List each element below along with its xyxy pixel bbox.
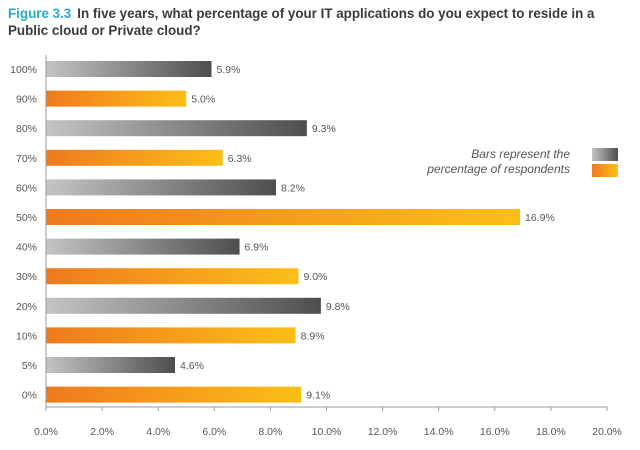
x-tick-label: 14.0% (424, 426, 454, 438)
value-label: 5.0% (191, 94, 215, 106)
value-label: 8.2% (281, 182, 305, 194)
bar (46, 61, 212, 77)
category-label: 70% (16, 153, 37, 165)
value-label: 8.9% (301, 330, 325, 342)
legend-orange-swatch (592, 164, 618, 177)
bar (46, 357, 176, 373)
bar (46, 179, 277, 196)
category-label: 5% (22, 360, 37, 372)
category-label: 10% (16, 330, 37, 342)
x-tick-label: 0.0% (34, 426, 58, 438)
x-tick-label: 4.0% (146, 426, 170, 438)
legend-text: Bars represent the percentage of respond… (370, 147, 570, 177)
x-tick-label: 16.0% (480, 426, 510, 438)
value-label: 9.3% (312, 123, 336, 135)
x-tick-label: 2.0% (90, 426, 114, 438)
x-tick-label: 20.0% (592, 426, 622, 438)
x-tick-label: 12.0% (368, 426, 398, 438)
x-tick-label: 8.0% (258, 426, 282, 438)
chart-title: Figure 3.3 In five years, what percentage… (8, 5, 632, 39)
x-tick-label: 6.0% (202, 426, 226, 438)
title-text: In five years, what percentage of your I… (8, 6, 595, 38)
value-label: 6.9% (245, 242, 269, 254)
category-label: 20% (16, 301, 37, 313)
bar (46, 90, 187, 107)
bar (46, 238, 240, 255)
legend-line-2: percentage of respondents (427, 162, 570, 176)
value-label: 9.8% (326, 301, 350, 313)
bar (46, 268, 299, 285)
category-label: 0% (22, 390, 37, 402)
value-label: 16.9% (525, 212, 555, 224)
category-label: 100% (10, 64, 37, 76)
category-label: 50% (16, 212, 37, 224)
x-tick-label: 10.0% (312, 426, 342, 438)
category-label: 80% (16, 123, 37, 135)
category-label: 60% (16, 182, 37, 194)
value-label: 6.3% (228, 153, 252, 165)
bar (46, 209, 521, 225)
category-label: 90% (16, 94, 37, 106)
bar (46, 297, 321, 314)
bar (46, 327, 296, 344)
bar (46, 120, 307, 137)
value-label: 4.6% (180, 360, 204, 372)
value-label: 9.1% (306, 390, 330, 402)
legend-line-1: Bars represent the (471, 147, 570, 161)
category-label: 30% (16, 271, 37, 283)
x-tick-label: 18.0% (536, 426, 566, 438)
category-label: 40% (16, 242, 37, 254)
value-label: 5.9% (216, 64, 240, 76)
bar (46, 386, 302, 403)
bar (46, 149, 223, 166)
legend-gray-swatch (592, 148, 618, 161)
figure-label: Figure 3.3 (8, 6, 72, 21)
value-label: 9.0% (303, 271, 327, 283)
